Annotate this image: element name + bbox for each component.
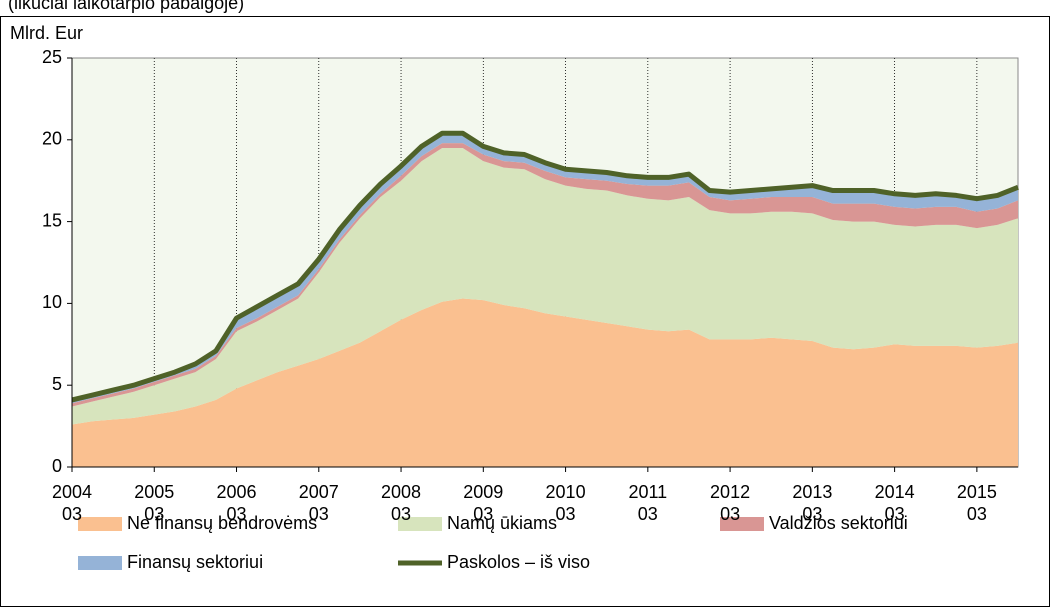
area — [72, 147, 1018, 425]
legend-label: Ne finansų bendrovėms — [127, 513, 317, 533]
x-tick-label: 2015 03 — [956, 482, 997, 524]
x-tick-label: 2013 03 — [792, 482, 833, 524]
total-line — [71, 130, 1019, 403]
x-tick-label: 2007 03 — [298, 482, 339, 524]
legend-swatch — [78, 556, 122, 570]
x-tick-label: 2011 03 — [628, 482, 668, 524]
x-tick-label: 2014 03 — [874, 482, 915, 524]
legend-label: Namų ūkiams — [447, 513, 557, 533]
legend-label: Valdžios sektoriui — [769, 513, 908, 533]
y-tick-label: 0 — [52, 456, 62, 476]
x-tick-label: 2005 03 — [134, 482, 175, 524]
x-tick-label: 2009 03 — [463, 482, 504, 524]
area — [72, 143, 1018, 407]
x-tick-label: 2012 03 — [710, 482, 751, 524]
legend-swatch — [720, 517, 764, 531]
x-tick-label: 2006 03 — [216, 482, 257, 524]
chart-subtitle: (likučiai laikotarpio pabaigoje) — [8, 0, 244, 13]
y-tick-label: 10 — [42, 292, 62, 312]
y-tick-label: 15 — [42, 210, 62, 230]
x-tick-label: 2004 03 — [51, 482, 93, 524]
y-tick-label: 25 — [42, 47, 62, 67]
area — [72, 298, 1018, 467]
legend-swatch — [398, 517, 442, 531]
legend-swatch — [78, 517, 122, 531]
x-tick-label: 2008 03 — [381, 482, 422, 524]
x-tick-label: 2010 03 — [545, 482, 586, 524]
legend-label: Paskolos – iš viso — [447, 552, 590, 572]
y-axis-label: Mlrd. Eur — [10, 23, 83, 43]
legend-label: Finansų sektoriui — [127, 552, 263, 572]
y-tick-label: 5 — [52, 374, 62, 394]
y-tick-label: 20 — [42, 129, 62, 149]
